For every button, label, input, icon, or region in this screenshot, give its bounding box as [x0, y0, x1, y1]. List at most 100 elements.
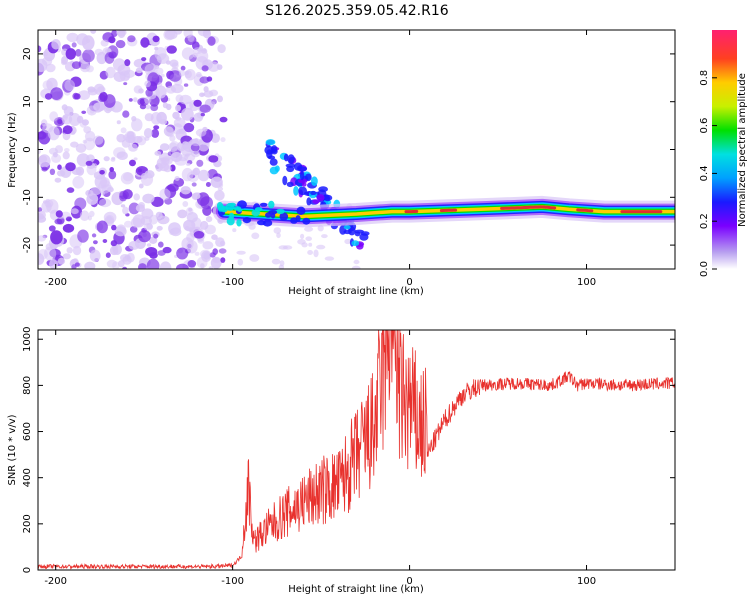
noise-blob — [116, 133, 126, 143]
noise-blob — [202, 241, 214, 250]
noise-blob — [181, 107, 194, 121]
arm-blob — [312, 199, 320, 205]
noise-blob — [79, 62, 91, 73]
y-tick-label: 10 — [22, 95, 33, 108]
y-tick-label: 1000 — [22, 327, 33, 352]
noise-blob — [41, 166, 48, 172]
noise-blob — [209, 101, 215, 107]
x-tick-label: 100 — [577, 277, 596, 288]
noise-blob — [145, 88, 153, 97]
ridge-blob — [279, 212, 289, 221]
noise-blob — [116, 151, 128, 160]
ridge-blob — [226, 216, 235, 226]
noise-blob — [38, 155, 48, 163]
noise-blob — [81, 110, 87, 115]
noise-blob — [116, 120, 121, 125]
arm-blob — [359, 233, 369, 241]
noise-blob — [219, 240, 226, 247]
noise-blob — [90, 30, 97, 34]
noise-blob — [132, 214, 146, 228]
colorbar-tick-label: 0.6 — [699, 118, 710, 134]
noise-blob — [97, 86, 106, 93]
noise-blob — [65, 162, 76, 172]
ridge-blob — [259, 202, 268, 207]
colorbar-ticks: 0.0 0.2 0.4 0.6 0.8 — [699, 70, 717, 277]
noise-blob — [123, 82, 128, 86]
noise-blob — [119, 190, 129, 200]
noise-blob — [128, 240, 140, 250]
ridge-core — [576, 208, 594, 213]
noise-blob — [47, 126, 60, 141]
noise-blob — [72, 245, 82, 256]
noise-blob — [66, 187, 75, 193]
arm-blob — [286, 165, 295, 173]
noise-blob — [159, 143, 170, 151]
noise-blob — [96, 220, 108, 234]
x-tick-label: 100 — [577, 576, 596, 587]
noise-blob — [102, 239, 108, 243]
noise-blob — [197, 30, 210, 37]
ridge-blob — [296, 206, 306, 215]
arm-blob — [271, 148, 278, 155]
noise-blob — [194, 251, 200, 256]
arm-blob — [298, 178, 308, 184]
noise-blob — [103, 94, 116, 108]
spectrogram-ylabel: Frequency (Hz) — [7, 112, 18, 188]
noise-blob — [62, 116, 68, 121]
noise-blob — [163, 126, 174, 137]
noise-blob — [117, 30, 126, 38]
noise-blob — [114, 226, 127, 237]
ridge-blob — [242, 217, 251, 224]
noise-blob — [200, 249, 211, 259]
noise-blob — [109, 246, 119, 256]
noise-blob — [208, 266, 214, 269]
noise-blob — [123, 172, 133, 182]
noise-blob — [124, 220, 133, 228]
arm-blob — [297, 166, 308, 172]
noise-blob — [51, 39, 61, 50]
noise-blob — [217, 44, 226, 54]
y-tick-label: 0 — [22, 146, 33, 152]
noise-blob — [68, 112, 81, 127]
noise-blob — [156, 67, 164, 75]
noise-blob — [159, 188, 171, 200]
noise-blob — [155, 211, 163, 220]
arm-blob — [293, 186, 299, 196]
noise-blob — [62, 125, 73, 135]
noise-blob — [70, 141, 79, 148]
noise-blob — [305, 236, 313, 241]
noise-blob — [74, 197, 87, 210]
y-tick-label: -20 — [22, 237, 33, 253]
noise-blob — [200, 112, 205, 117]
noise-blob — [216, 64, 223, 70]
noise-blob — [201, 48, 208, 54]
x-tick-label: -200 — [44, 277, 67, 288]
noise-blob — [158, 241, 164, 248]
noise-blob — [160, 73, 165, 78]
noise-blob — [204, 224, 216, 235]
arm-blob — [306, 197, 312, 206]
noise-blob — [62, 151, 70, 160]
arm-blob — [301, 182, 307, 187]
noise-blob — [57, 164, 62, 170]
noise-blob — [65, 48, 77, 60]
noise-blob — [122, 266, 128, 269]
noise-blob — [187, 34, 195, 43]
noise-blob — [62, 253, 71, 260]
x-tick-label: -200 — [44, 576, 67, 587]
noise-blob — [193, 231, 205, 239]
noise-blob — [82, 139, 88, 144]
noise-blob — [50, 87, 63, 100]
spectrogram-y-ticks: -20 -10 0 10 20 — [22, 48, 675, 253]
noise-blob — [128, 98, 133, 102]
noise-blob — [49, 168, 56, 175]
noise-blob — [217, 186, 224, 191]
noise-blob — [99, 198, 112, 208]
noise-blob — [146, 258, 160, 269]
noise-blob — [49, 111, 59, 122]
noise-blob — [193, 99, 202, 107]
noise-blob — [167, 183, 179, 192]
noise-blob — [54, 218, 63, 225]
noise-blob — [91, 233, 97, 238]
noise-blob — [278, 264, 285, 269]
